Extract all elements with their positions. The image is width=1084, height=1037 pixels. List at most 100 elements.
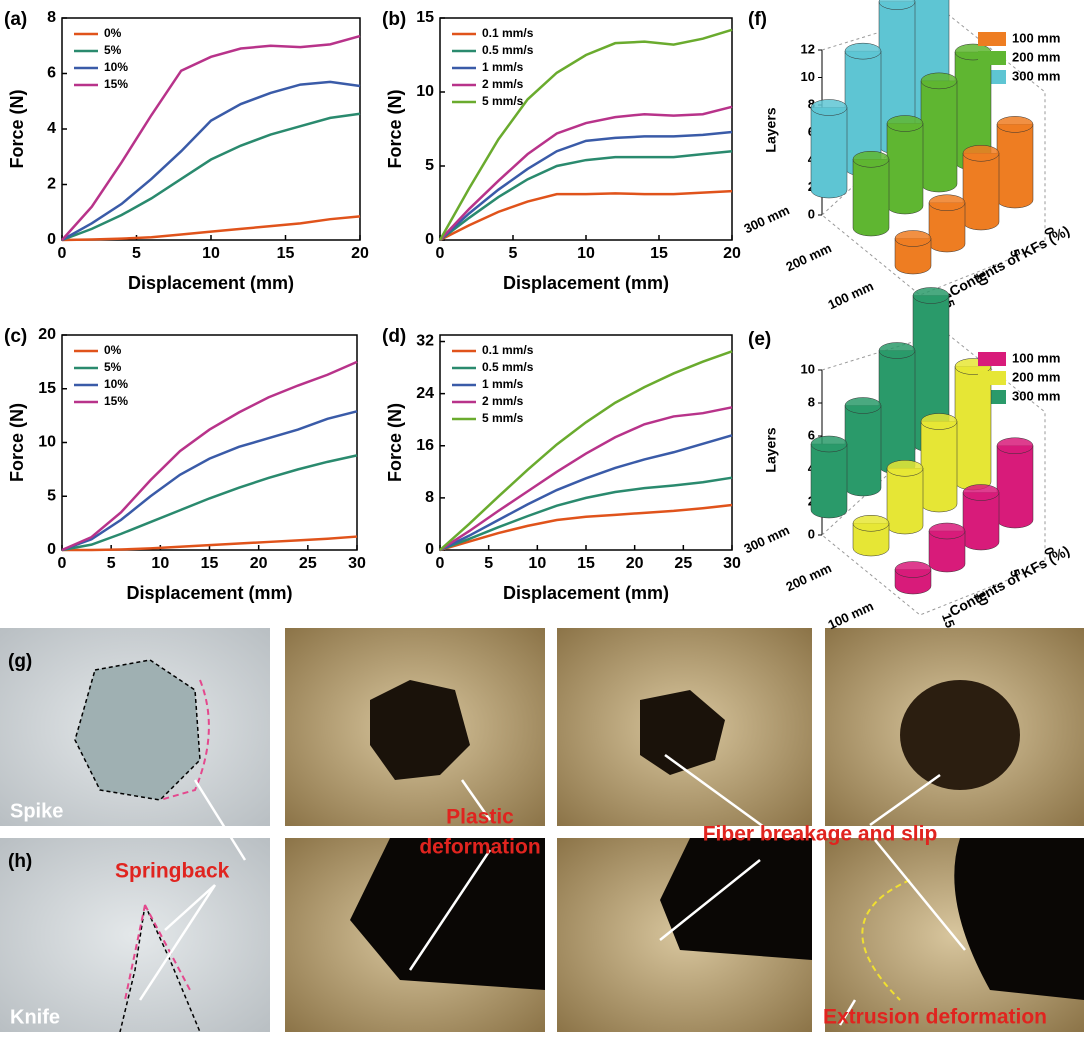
bar-top <box>879 343 915 359</box>
x-tick-label: 5 <box>509 245 518 262</box>
annotation: Springback <box>115 860 230 883</box>
legend-label: 5% <box>104 43 122 57</box>
panel-label: (e) <box>748 329 771 350</box>
legend-label: 2 mm/s <box>482 394 524 408</box>
y-tick-label: 8 <box>47 9 56 26</box>
data-line <box>62 411 357 550</box>
legend-label: 100 mm <box>1012 350 1060 365</box>
bar <box>963 153 999 230</box>
panel-label: (d) <box>382 326 406 347</box>
bar <box>811 444 847 518</box>
bar-top <box>811 436 847 452</box>
bar <box>853 159 889 236</box>
x-tick-label: 5 <box>132 245 141 262</box>
row-label: 100 mm <box>825 278 875 312</box>
y-tick-label: 32 <box>416 333 434 350</box>
x-tick-label: 5 <box>107 555 116 572</box>
bar-top <box>895 231 931 247</box>
legend-label: 5% <box>104 360 122 374</box>
legend-label: 10% <box>104 377 128 391</box>
legend-label: 15% <box>104 394 128 408</box>
y-tick-label: 5 <box>47 487 56 504</box>
y-tick-label: 4 <box>47 120 56 137</box>
bar <box>811 108 847 199</box>
x-tick-label: 20 <box>626 555 644 572</box>
x-tick-label: 25 <box>299 555 317 572</box>
y-axis-label: Force (N) <box>7 403 27 482</box>
legend-label: 200 mm <box>1012 369 1060 384</box>
panel-label: (a) <box>4 9 27 30</box>
bar-top <box>853 151 889 167</box>
bar <box>955 367 991 491</box>
legend-label: 300 mm <box>1012 68 1060 83</box>
y-axis-label: Layers <box>763 107 779 152</box>
annotation: Fiber breakage and slip <box>703 823 938 846</box>
x-tick-label: 0 <box>58 245 67 262</box>
y-tick-label: 10 <box>416 83 434 100</box>
y-tick-label: 20 <box>38 326 56 343</box>
panel-label: (b) <box>382 9 406 30</box>
panel-label: (f) <box>748 9 767 30</box>
x-tick-label: 5 <box>484 555 493 572</box>
bar-top <box>811 100 847 116</box>
x-tick-label: 15 <box>201 555 219 572</box>
legend-label: 5 mm/s <box>482 411 524 425</box>
x-axis-label: Contents of KFs (%) <box>947 542 1073 619</box>
bar-top <box>997 116 1033 132</box>
data-line <box>62 455 357 550</box>
legend-label: 5 mm/s <box>482 94 524 108</box>
annotation: Plastic <box>446 806 514 829</box>
legend-label: 1 mm/s <box>482 60 524 74</box>
x-tick-label: 0 <box>436 555 445 572</box>
y-tick-label: 15 <box>416 9 434 26</box>
panel-label: (h) <box>8 851 32 872</box>
legend-swatch <box>978 51 1006 65</box>
x-tick-label: 30 <box>723 555 741 572</box>
x-axis-label: Displacement (mm) <box>126 583 292 603</box>
annotation: Extrusion deformation <box>823 1006 1047 1029</box>
y-tick-label: 0 <box>808 206 815 221</box>
annotation: deformation <box>419 836 540 859</box>
x-tick-label: 0 <box>436 245 445 262</box>
bar-top <box>913 288 949 304</box>
legend-label: 0% <box>104 26 122 40</box>
data-line <box>440 191 732 240</box>
bar <box>921 422 957 513</box>
bar-top <box>853 515 889 531</box>
y-tick-label: 0 <box>425 231 434 248</box>
row-label: 300 mm <box>741 522 791 556</box>
y-tick-label: 16 <box>416 437 434 454</box>
x-tick-label: 20 <box>723 245 741 262</box>
y-axis-label: Layers <box>763 427 779 472</box>
panel-label: (g) <box>8 651 32 672</box>
legend-label: 10% <box>104 60 128 74</box>
bar-top <box>963 145 999 161</box>
bar <box>921 81 957 192</box>
bar-top <box>921 414 957 430</box>
legend-swatch <box>978 352 1006 366</box>
legend-label: 0% <box>104 343 122 357</box>
bar-top <box>887 460 923 476</box>
x-tick-label: 15 <box>577 555 595 572</box>
legend-swatch <box>978 371 1006 385</box>
x-tick-label: 10 <box>202 245 220 262</box>
bar <box>879 351 915 475</box>
x-tick-label: 15 <box>650 245 668 262</box>
bar-top <box>845 398 881 414</box>
legend-label: 0.5 mm/s <box>482 360 534 374</box>
y-tick-label: 8 <box>425 489 434 506</box>
panel-label: (c) <box>4 326 27 347</box>
legend-label: 100 mm <box>1012 30 1060 45</box>
y-tick-label: 10 <box>801 361 815 376</box>
data-line <box>440 132 732 240</box>
row-label: 200 mm <box>783 240 833 274</box>
y-tick-label: 0 <box>808 526 815 541</box>
legend-label: 300 mm <box>1012 388 1060 403</box>
x-tick-label: 20 <box>351 245 369 262</box>
row-label: 300 mm <box>741 202 791 236</box>
y-tick-label: 24 <box>416 385 434 402</box>
x-axis-label: Displacement (mm) <box>503 273 669 293</box>
legend-label: 1 mm/s <box>482 377 524 391</box>
y-tick-label: 5 <box>425 157 434 174</box>
bar-top <box>845 43 881 59</box>
